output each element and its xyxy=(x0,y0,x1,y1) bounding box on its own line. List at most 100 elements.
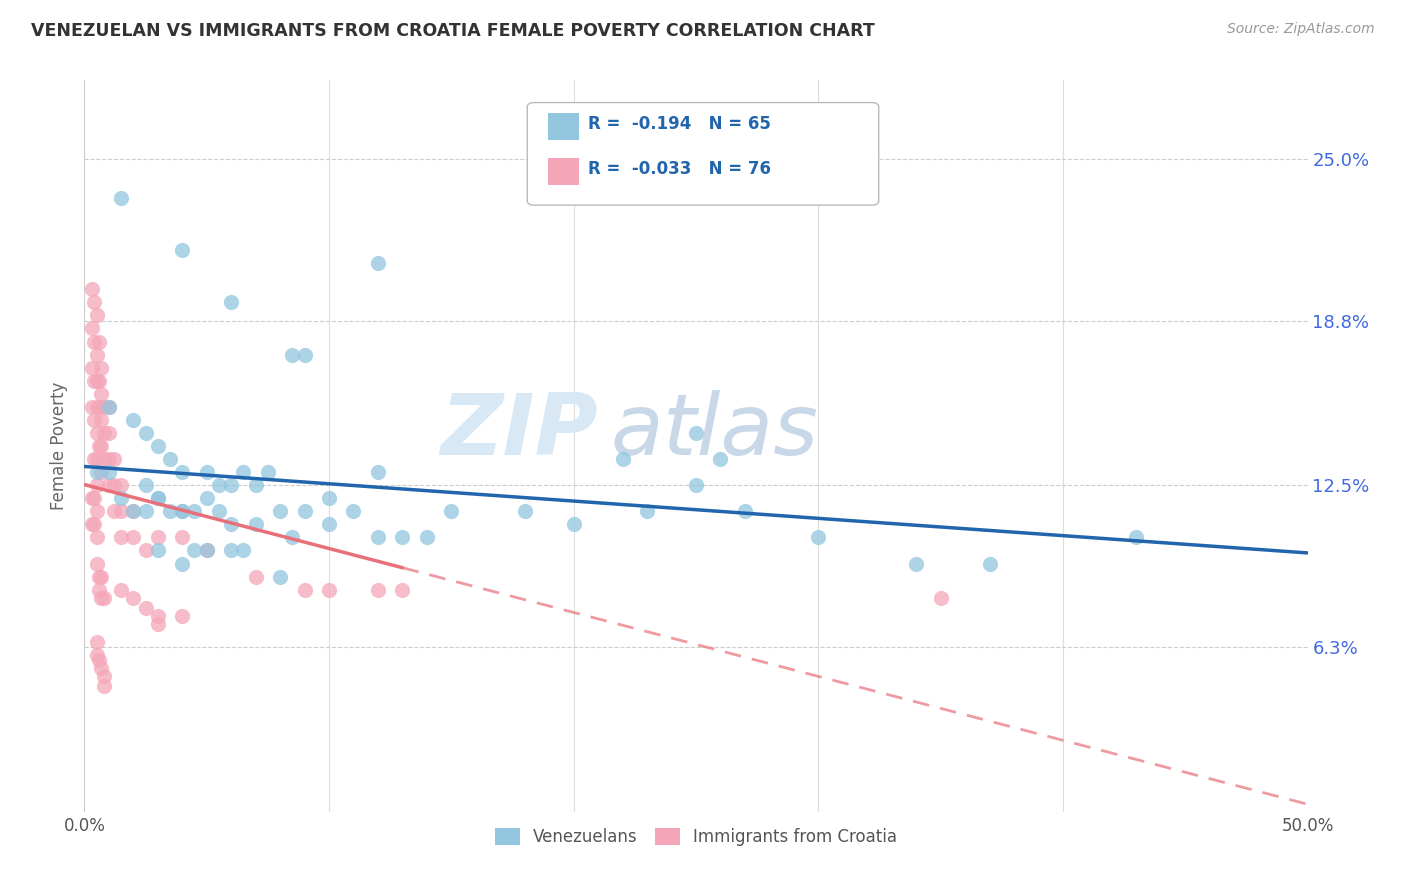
Point xyxy=(110,504,132,518)
Point xyxy=(146,439,169,453)
Point xyxy=(87,439,110,453)
Point xyxy=(208,478,231,492)
Point xyxy=(269,504,291,518)
Point xyxy=(183,504,205,518)
Point xyxy=(86,530,108,544)
Point xyxy=(636,504,658,518)
Point xyxy=(90,439,112,453)
Point xyxy=(86,452,108,467)
Point xyxy=(83,374,105,388)
Point xyxy=(905,557,928,571)
Point xyxy=(195,543,218,558)
Point xyxy=(172,465,194,479)
Point xyxy=(86,400,108,414)
Point xyxy=(135,504,157,518)
Point xyxy=(195,465,218,479)
Point xyxy=(281,530,304,544)
Point xyxy=(440,504,463,518)
Text: ZIP: ZIP xyxy=(440,390,598,473)
Point xyxy=(83,491,105,506)
Point xyxy=(86,348,108,362)
Point xyxy=(269,569,291,583)
Point xyxy=(219,543,242,558)
Point xyxy=(93,452,115,467)
Point xyxy=(146,543,169,558)
Point xyxy=(1125,530,1147,544)
Point xyxy=(80,282,103,296)
Point xyxy=(391,530,413,544)
Point xyxy=(87,400,110,414)
Point xyxy=(146,491,169,506)
Point xyxy=(367,530,389,544)
Point xyxy=(97,478,120,492)
Point xyxy=(110,582,132,597)
Point xyxy=(219,295,242,310)
Point xyxy=(612,452,634,467)
Point xyxy=(929,591,952,605)
Point xyxy=(86,504,108,518)
Point xyxy=(685,478,707,492)
Point xyxy=(83,334,105,349)
Point xyxy=(709,452,731,467)
Point xyxy=(93,591,115,605)
Text: R =  -0.194   N = 65: R = -0.194 N = 65 xyxy=(588,115,770,133)
Point xyxy=(195,543,218,558)
Point xyxy=(90,386,112,401)
Point xyxy=(93,400,115,414)
Point xyxy=(97,465,120,479)
Point xyxy=(146,608,169,623)
Point xyxy=(208,504,231,518)
Point xyxy=(86,478,108,492)
Point xyxy=(86,425,108,440)
Point xyxy=(172,504,194,518)
Point xyxy=(93,679,115,693)
Point xyxy=(90,591,112,605)
Point xyxy=(367,582,389,597)
Point xyxy=(97,425,120,440)
Point xyxy=(146,616,169,631)
Legend: Venezuelans, Immigrants from Croatia: Venezuelans, Immigrants from Croatia xyxy=(489,822,903,851)
Point xyxy=(232,543,254,558)
Point xyxy=(90,360,112,375)
Point xyxy=(122,530,145,544)
Point xyxy=(86,648,108,662)
Point xyxy=(97,400,120,414)
Point xyxy=(87,334,110,349)
Point xyxy=(979,557,1001,571)
Point xyxy=(86,635,108,649)
Point xyxy=(232,465,254,479)
Point xyxy=(83,517,105,532)
Point xyxy=(110,191,132,205)
Text: Source: ZipAtlas.com: Source: ZipAtlas.com xyxy=(1227,22,1375,37)
Point xyxy=(122,504,145,518)
Point xyxy=(257,465,280,479)
Point xyxy=(245,517,267,532)
Point xyxy=(122,591,145,605)
Point xyxy=(97,400,120,414)
Point xyxy=(367,465,389,479)
Point xyxy=(80,321,103,335)
Point xyxy=(318,491,340,506)
Point xyxy=(416,530,439,544)
Point xyxy=(90,465,112,479)
Point xyxy=(513,504,536,518)
Point xyxy=(122,413,145,427)
Point xyxy=(87,653,110,667)
Point xyxy=(219,478,242,492)
Point xyxy=(219,517,242,532)
Point xyxy=(80,400,103,414)
Point xyxy=(83,295,105,310)
Point xyxy=(135,601,157,615)
Point xyxy=(90,569,112,583)
Point xyxy=(734,504,756,518)
Text: R =  -0.033   N = 76: R = -0.033 N = 76 xyxy=(588,160,770,178)
Point xyxy=(159,504,181,518)
Point xyxy=(342,504,364,518)
Point xyxy=(80,491,103,506)
Point xyxy=(294,582,316,597)
Point xyxy=(86,465,108,479)
Point xyxy=(294,348,316,362)
Point xyxy=(159,452,181,467)
Point xyxy=(103,452,125,467)
Point xyxy=(87,374,110,388)
